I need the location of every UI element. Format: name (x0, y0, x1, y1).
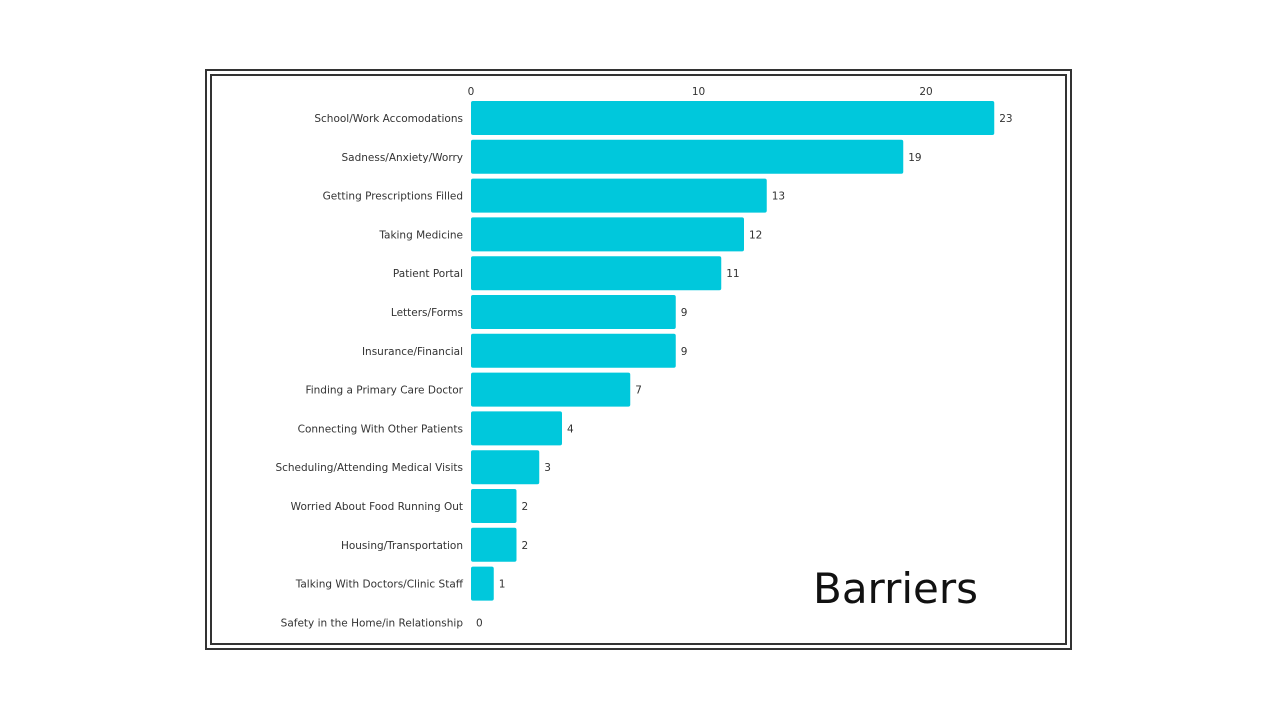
x-tick-label: 10 (692, 86, 705, 98)
bar (471, 450, 540, 485)
category-label: Patient Portal (393, 268, 463, 280)
bar (471, 527, 517, 562)
category-label: Letters/Forms (391, 307, 463, 319)
bar-value-label: 23 (999, 113, 1012, 125)
category-label: Housing/Transportation (341, 540, 463, 552)
category-label: Taking Medicine (378, 229, 463, 241)
bar-value-label: 9 (681, 346, 688, 358)
bar-value-label: 9 (681, 307, 688, 319)
bar-value-label: 19 (908, 152, 921, 164)
category-label: Sadness/Anxiety/Worry (341, 152, 463, 164)
bar-value-label: 3 (544, 462, 551, 474)
x-axis-ticks: 0 10 20 (468, 86, 933, 98)
x-tick-label: 20 (919, 86, 932, 98)
bar (471, 139, 904, 174)
bar-value-label: 4 (567, 423, 574, 435)
bar-value-label: 7 (635, 385, 642, 397)
bar (471, 217, 744, 252)
x-tick-label: 0 (468, 86, 475, 98)
bar (471, 411, 562, 446)
category-label: School/Work Accomodations (314, 113, 463, 125)
bar (471, 101, 995, 135)
chart-title: Barriers (813, 564, 979, 613)
category-label: Talking With Doctors/Clinic Staff (295, 579, 464, 591)
bar (471, 489, 517, 523)
bar-value-label: 2 (522, 501, 529, 513)
bar (471, 256, 722, 291)
bar (471, 178, 767, 213)
bar (471, 333, 676, 368)
category-label: Worried About Food Running Out (291, 501, 463, 513)
bar (471, 566, 494, 601)
category-label: Finding a Primary Care Doctor (305, 385, 463, 397)
bars (471, 101, 995, 601)
bar-value-label: 12 (749, 229, 762, 241)
bar-value-label: 2 (522, 540, 529, 552)
bar-value-label: 1 (499, 579, 506, 591)
bar-value-label: 13 (772, 191, 785, 203)
category-label: Insurance/Financial (362, 346, 463, 358)
category-label: Connecting With Other Patients (298, 423, 463, 435)
bar (471, 372, 631, 407)
bar (471, 295, 676, 329)
bar-value-label: 0 (476, 617, 483, 629)
category-labels: School/Work Accomodations Sadness/Anxiety… (275, 113, 463, 629)
bar-value-label: 11 (726, 268, 739, 280)
category-label: Getting Prescriptions Filled (323, 191, 463, 203)
data-labels: 23 19 13 12 11 9 9 7 4 3 2 2 1 0 (476, 113, 1013, 629)
category-label: Safety in the Home/in Relationship (281, 617, 464, 629)
category-label: Scheduling/Attending Medical Visits (275, 462, 463, 474)
